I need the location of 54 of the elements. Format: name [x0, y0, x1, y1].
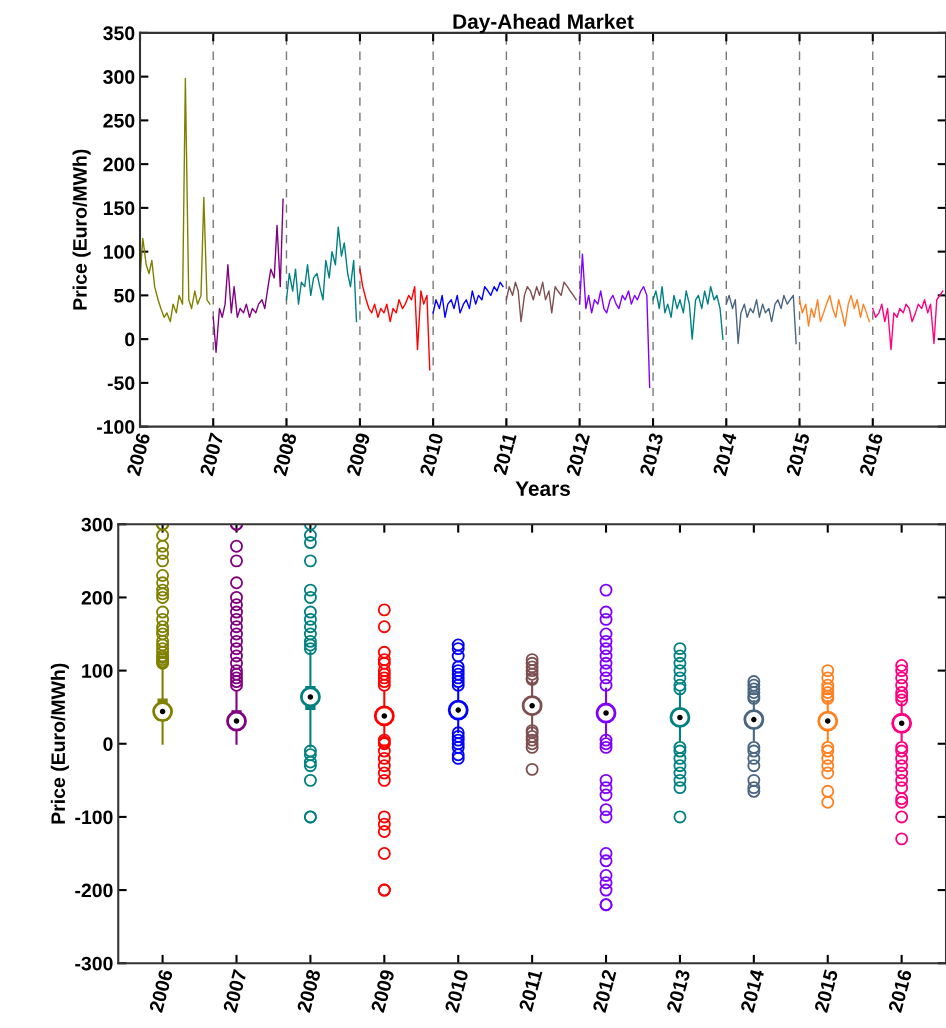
y-tick-label: 0: [125, 332, 135, 347]
y-tick-label: -200: [75, 883, 113, 898]
x-tick-label: 2009: [346, 432, 371, 477]
y-tick-label: 0: [103, 737, 113, 751]
y-axis-title: Price (Euro/MWh): [72, 149, 91, 310]
y-tick-label: 350: [103, 26, 135, 41]
line-series: [432, 281, 504, 318]
line-series: [652, 285, 724, 340]
line-series: [872, 290, 944, 351]
x-axis-title: Years: [515, 481, 570, 497]
y-tick-label: 100: [103, 245, 135, 259]
x-tick-label: 2016: [887, 968, 913, 1013]
line-series: [140, 77, 211, 323]
y-tick-label: 200: [81, 590, 113, 605]
x-tick-label: 2013: [666, 968, 691, 1013]
x-tick-label: 2012: [592, 968, 617, 1013]
x-tick-label: 2013: [639, 432, 664, 477]
y-tick-label: 200: [103, 157, 135, 172]
line-series: [725, 294, 797, 345]
line-series: [212, 198, 284, 353]
x-tick-label: 2014: [740, 968, 765, 1013]
line-series: [505, 281, 577, 323]
y-tick-label: 100: [82, 664, 113, 678]
x-tick-label: 2015: [785, 432, 811, 477]
y-tick-label: 300: [81, 517, 113, 532]
x-tick-label: 2007: [199, 432, 224, 477]
x-tick-label: 2010: [419, 432, 444, 477]
x-tick-label: 2008: [272, 432, 297, 477]
x-tick-label: 2007: [222, 969, 247, 1013]
y-tick-label: 50: [114, 288, 135, 303]
chart-title: Day-Ahead Market: [453, 13, 634, 34]
x-tick-label: 2011: [492, 432, 517, 476]
y-tick-label: -300: [75, 956, 113, 971]
y-tick-label: -50: [107, 376, 135, 391]
y-tick-label: -100: [96, 420, 135, 434]
x-tick-label: 2008: [296, 968, 321, 1013]
x-tick-label: 2016: [859, 432, 884, 477]
y-tick-label: 250: [103, 113, 135, 128]
y-axis-title: Price (Euro/MWh): [50, 663, 69, 824]
x-tick-label: 2012: [565, 432, 591, 477]
x-tick-label: 2010: [444, 969, 469, 1013]
line-series: [798, 294, 871, 327]
line-series: [285, 226, 358, 323]
x-tick-label: 2011: [518, 968, 543, 1012]
x-tick-label: 2009: [370, 968, 395, 1013]
x-tick-label: 2006: [148, 968, 174, 1013]
x-tick-label: 2014: [712, 431, 737, 477]
y-tick-label: 300: [103, 70, 135, 84]
y-tick-label: -100: [75, 810, 113, 825]
y-tick-label: 150: [103, 201, 135, 216]
x-tick-label: 2006: [126, 432, 151, 477]
line-series: [359, 268, 431, 371]
line-series: [578, 253, 651, 388]
x-tick-label: 2015: [814, 968, 839, 1013]
